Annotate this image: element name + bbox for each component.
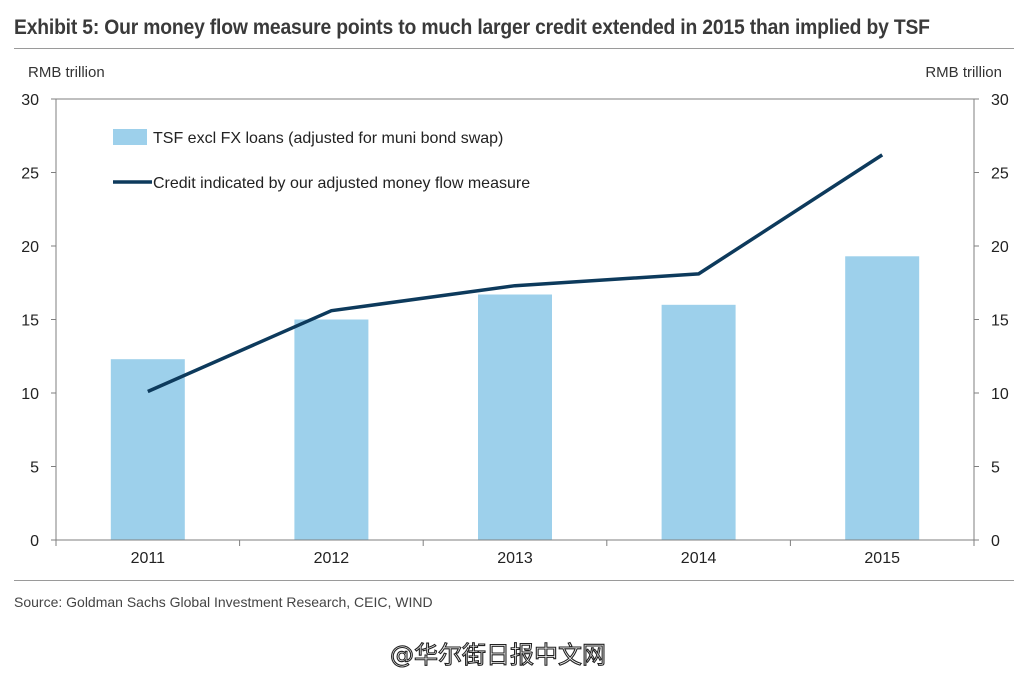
- right-axis-unit: RMB trillion: [925, 64, 1002, 81]
- bar-tsf: [661, 304, 736, 540]
- legend-bar-swatch: [113, 129, 147, 145]
- right-y-tick-label: 5: [991, 460, 1000, 477]
- left-y-tick-label: 5: [30, 460, 39, 477]
- left-y-tick-label: 15: [21, 313, 39, 330]
- source-note: Source: Goldman Sachs Global Investment …: [14, 594, 433, 610]
- right-y-tick-label: 20: [991, 239, 1009, 256]
- left-y-tick-label: 20: [21, 239, 39, 256]
- right-y-tick-label: 25: [991, 166, 1009, 183]
- left-axis-unit: RMB trillion: [28, 64, 105, 81]
- x-tick-label: 2013: [497, 550, 533, 567]
- source-divider: [14, 580, 1014, 581]
- bar-tsf: [294, 319, 369, 540]
- left-y-tick-label: 0: [30, 533, 39, 550]
- bar-tsf: [478, 294, 552, 540]
- bar-tsf: [110, 359, 185, 540]
- bar-tsf: [845, 256, 920, 540]
- line-credit-measure: [147, 153, 884, 394]
- right-y-tick-label: 10: [991, 386, 1009, 403]
- right-y-tick-label: 30: [991, 92, 1009, 109]
- x-tick-label: 2015: [864, 550, 900, 567]
- left-y-tick-label: 30: [21, 92, 39, 109]
- x-tick-label: 2014: [681, 550, 717, 567]
- x-tick-label: 2011: [131, 550, 166, 567]
- right-y-tick-label: 0: [991, 533, 1000, 550]
- watermark: @华尔街日报中文网: [389, 640, 606, 669]
- left-y-tick-label: 10: [21, 386, 39, 403]
- x-tick-label: 2012: [314, 550, 350, 567]
- legend-bar-label: TSF excl FX loans (adjusted for muni bon…: [153, 130, 503, 147]
- watermark-text: @华尔街日报中文网: [390, 641, 606, 669]
- legend-line-label: Credit indicated by our adjusted money f…: [153, 175, 530, 192]
- right-y-tick-label: 15: [991, 313, 1009, 330]
- chart-title: Exhibit 5: Our money flow measure points…: [14, 16, 930, 39]
- title-divider: [14, 48, 1014, 49]
- left-y-tick-label: 25: [21, 166, 39, 183]
